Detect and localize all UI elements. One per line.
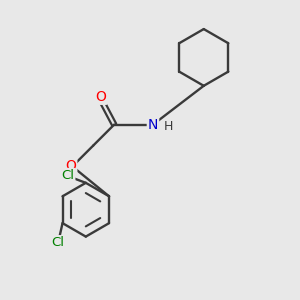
Text: N: N — [148, 118, 158, 132]
Text: O: O — [65, 159, 76, 173]
Text: Cl: Cl — [52, 236, 64, 249]
Text: H: H — [164, 120, 173, 133]
Text: O: O — [95, 90, 106, 104]
Text: Cl: Cl — [61, 169, 74, 182]
